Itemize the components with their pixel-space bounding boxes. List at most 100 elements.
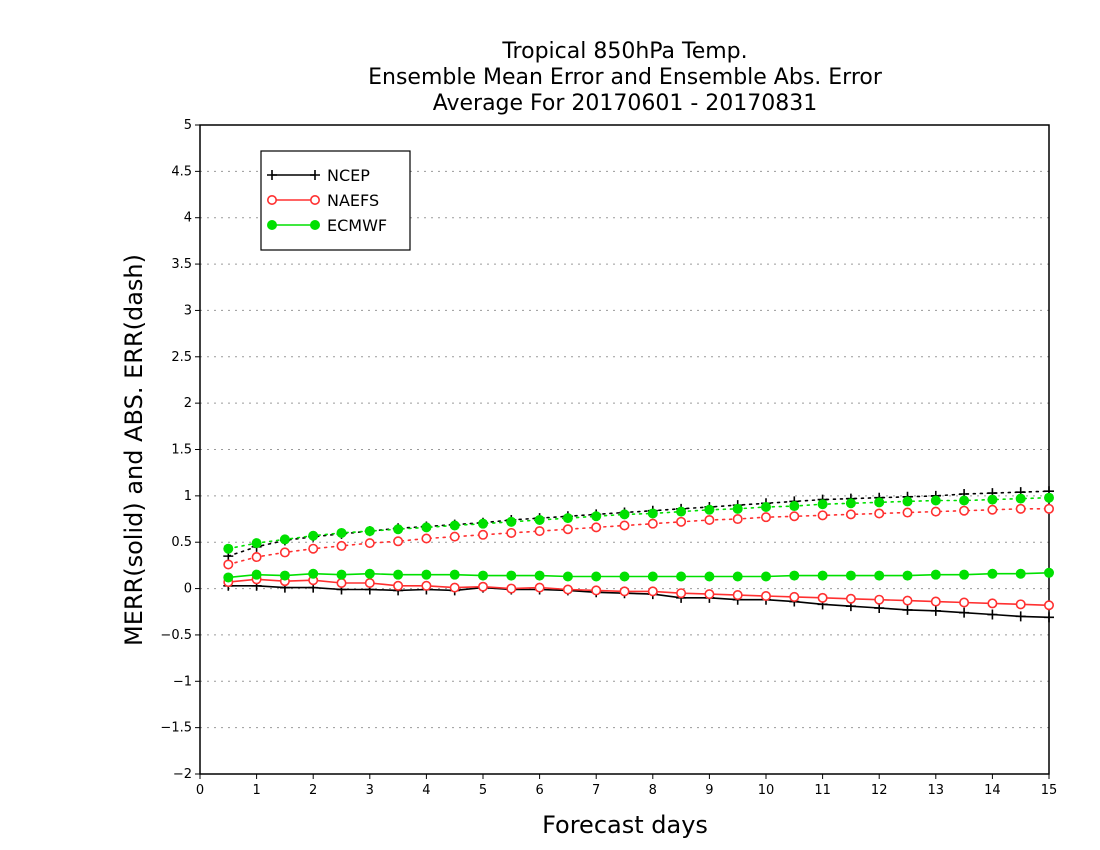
ecmwf-abs-error-point — [1015, 493, 1026, 504]
ecmwf-abs-error-point — [817, 499, 828, 510]
naefs-merr-point — [704, 589, 715, 600]
ecmwf-abs-error-point — [591, 511, 602, 522]
naefs-merr-point — [987, 598, 998, 609]
naefs-abs-error-point — [279, 547, 290, 558]
legend-swatch-marker — [309, 195, 320, 206]
ecmwf-abs-error-point — [732, 503, 743, 514]
legend-item-naefs: NAEFS — [266, 191, 379, 210]
naefs-abs-error-point — [845, 509, 856, 520]
naefs-merr-point — [1044, 600, 1055, 611]
ecmwf-merr-point — [987, 568, 998, 579]
naefs-abs-error-point — [506, 527, 517, 538]
y-tick-label: 3 — [184, 303, 192, 318]
naefs-merr-point — [845, 593, 856, 604]
naefs-merr-point — [506, 583, 517, 594]
ecmwf-merr-point — [874, 570, 885, 581]
x-tick-label: 4 — [422, 783, 430, 798]
ecmwf-abs-error-point — [619, 509, 630, 520]
ecmwf-merr-point — [930, 569, 941, 580]
y-tick-label: 0 — [184, 582, 192, 597]
naefs-abs-error-point — [902, 507, 913, 518]
naefs-abs-error-point — [534, 526, 545, 537]
naefs-abs-error-point — [987, 504, 998, 515]
x-tick-label: 5 — [479, 783, 487, 798]
ecmwf-merr-point — [676, 571, 687, 582]
naefs-abs-error-point — [619, 520, 630, 531]
x-tick-label: 6 — [535, 783, 543, 798]
naefs-merr-point — [760, 590, 771, 601]
ecmwf-abs-error-point — [336, 527, 347, 538]
naefs-merr-point — [477, 581, 488, 592]
ecmwf-merr-point — [449, 569, 460, 580]
ecmwf-abs-error-point — [845, 498, 856, 509]
ncep-merr-point — [987, 609, 998, 620]
ecmwf-merr-point — [223, 572, 234, 583]
ecmwf-merr-point — [393, 569, 404, 580]
y-tick-label: 0.5 — [171, 535, 192, 550]
ecmwf-abs-error-point — [676, 506, 687, 517]
chart-title-line-3: Average For 20170601 - 20170831 — [433, 91, 818, 116]
ecmwf-merr-point — [364, 568, 375, 579]
ecmwf-abs-error-point — [251, 538, 262, 549]
naefs-merr-point — [817, 592, 828, 603]
x-tick-label: 9 — [705, 783, 713, 798]
naefs-merr-point — [534, 582, 545, 593]
ecmwf-abs-error-point — [789, 501, 800, 512]
naefs-abs-error-point — [704, 514, 715, 525]
ncep-merr-point — [930, 605, 941, 616]
naefs-abs-error-point — [421, 533, 432, 544]
y-tick-label: 2 — [184, 396, 192, 411]
ecmwf-merr-point — [647, 571, 658, 582]
ecmwf-abs-error-point — [959, 495, 970, 506]
naefs-merr-point — [789, 591, 800, 602]
naefs-merr-point — [619, 586, 630, 597]
y-tick-label: −2 — [173, 767, 192, 782]
ecmwf-merr-point — [761, 571, 771, 582]
x-tick-label: 10 — [758, 783, 775, 798]
ecmwf-merr-point — [251, 569, 262, 580]
ecmwf-abs-error-point — [647, 508, 658, 519]
naefs-abs-error-point — [959, 505, 970, 516]
ecmwf-abs-error-point — [478, 518, 488, 529]
naefs-merr-point — [959, 597, 970, 608]
ecmwf-merr-point — [336, 569, 347, 580]
y-tick-label: 5 — [184, 118, 192, 133]
naefs-abs-error-point — [223, 559, 234, 570]
ecmwf-merr-point — [534, 570, 545, 581]
ecmwf-merr-point — [619, 571, 630, 582]
legend-swatch-marker — [310, 170, 320, 180]
ecmwf-merr-point — [421, 569, 432, 580]
y-tick-label: −0.5 — [160, 628, 192, 643]
ecmwf-abs-error-point — [308, 530, 319, 541]
y-tick-label: 4 — [184, 211, 192, 226]
x-tick-label: 12 — [871, 783, 888, 798]
x-tick-label: 11 — [814, 783, 831, 798]
naefs-abs-error-point — [874, 508, 885, 519]
y-tick-label: 3.5 — [171, 257, 192, 272]
naefs-abs-error-point — [647, 518, 658, 529]
ecmwf-abs-error-point — [364, 526, 375, 537]
ecmwf-merr-point — [506, 570, 517, 581]
naefs-merr-point — [902, 595, 913, 606]
naefs-abs-error-point — [477, 529, 488, 540]
chart-title-line-2: Ensemble Mean Error and Ensemble Abs. Er… — [368, 65, 883, 90]
ecmwf-merr-point — [789, 570, 800, 581]
legend-label-ecmwf: ECMWF — [327, 216, 387, 235]
naefs-merr-point — [874, 594, 885, 605]
y-tick-label: −1 — [173, 674, 192, 689]
naefs-merr-point — [591, 585, 602, 596]
ncep-merr-point — [874, 603, 885, 614]
naefs-abs-error-point — [364, 538, 375, 549]
naefs-merr-point — [449, 582, 460, 593]
x-tick-label: 3 — [366, 783, 374, 798]
y-tick-label: 4.5 — [171, 164, 192, 179]
x-tick-label: 7 — [592, 783, 600, 798]
naefs-merr-point — [421, 580, 432, 591]
legend: NCEP NAEFS ECMWF — [260, 150, 411, 251]
x-tick-label: 2 — [309, 783, 317, 798]
naefs-abs-error-point — [591, 522, 602, 533]
ecmwf-abs-error-point — [562, 513, 573, 524]
legend-swatch-marker — [266, 195, 277, 206]
ecmwf-abs-error-point — [987, 494, 998, 505]
